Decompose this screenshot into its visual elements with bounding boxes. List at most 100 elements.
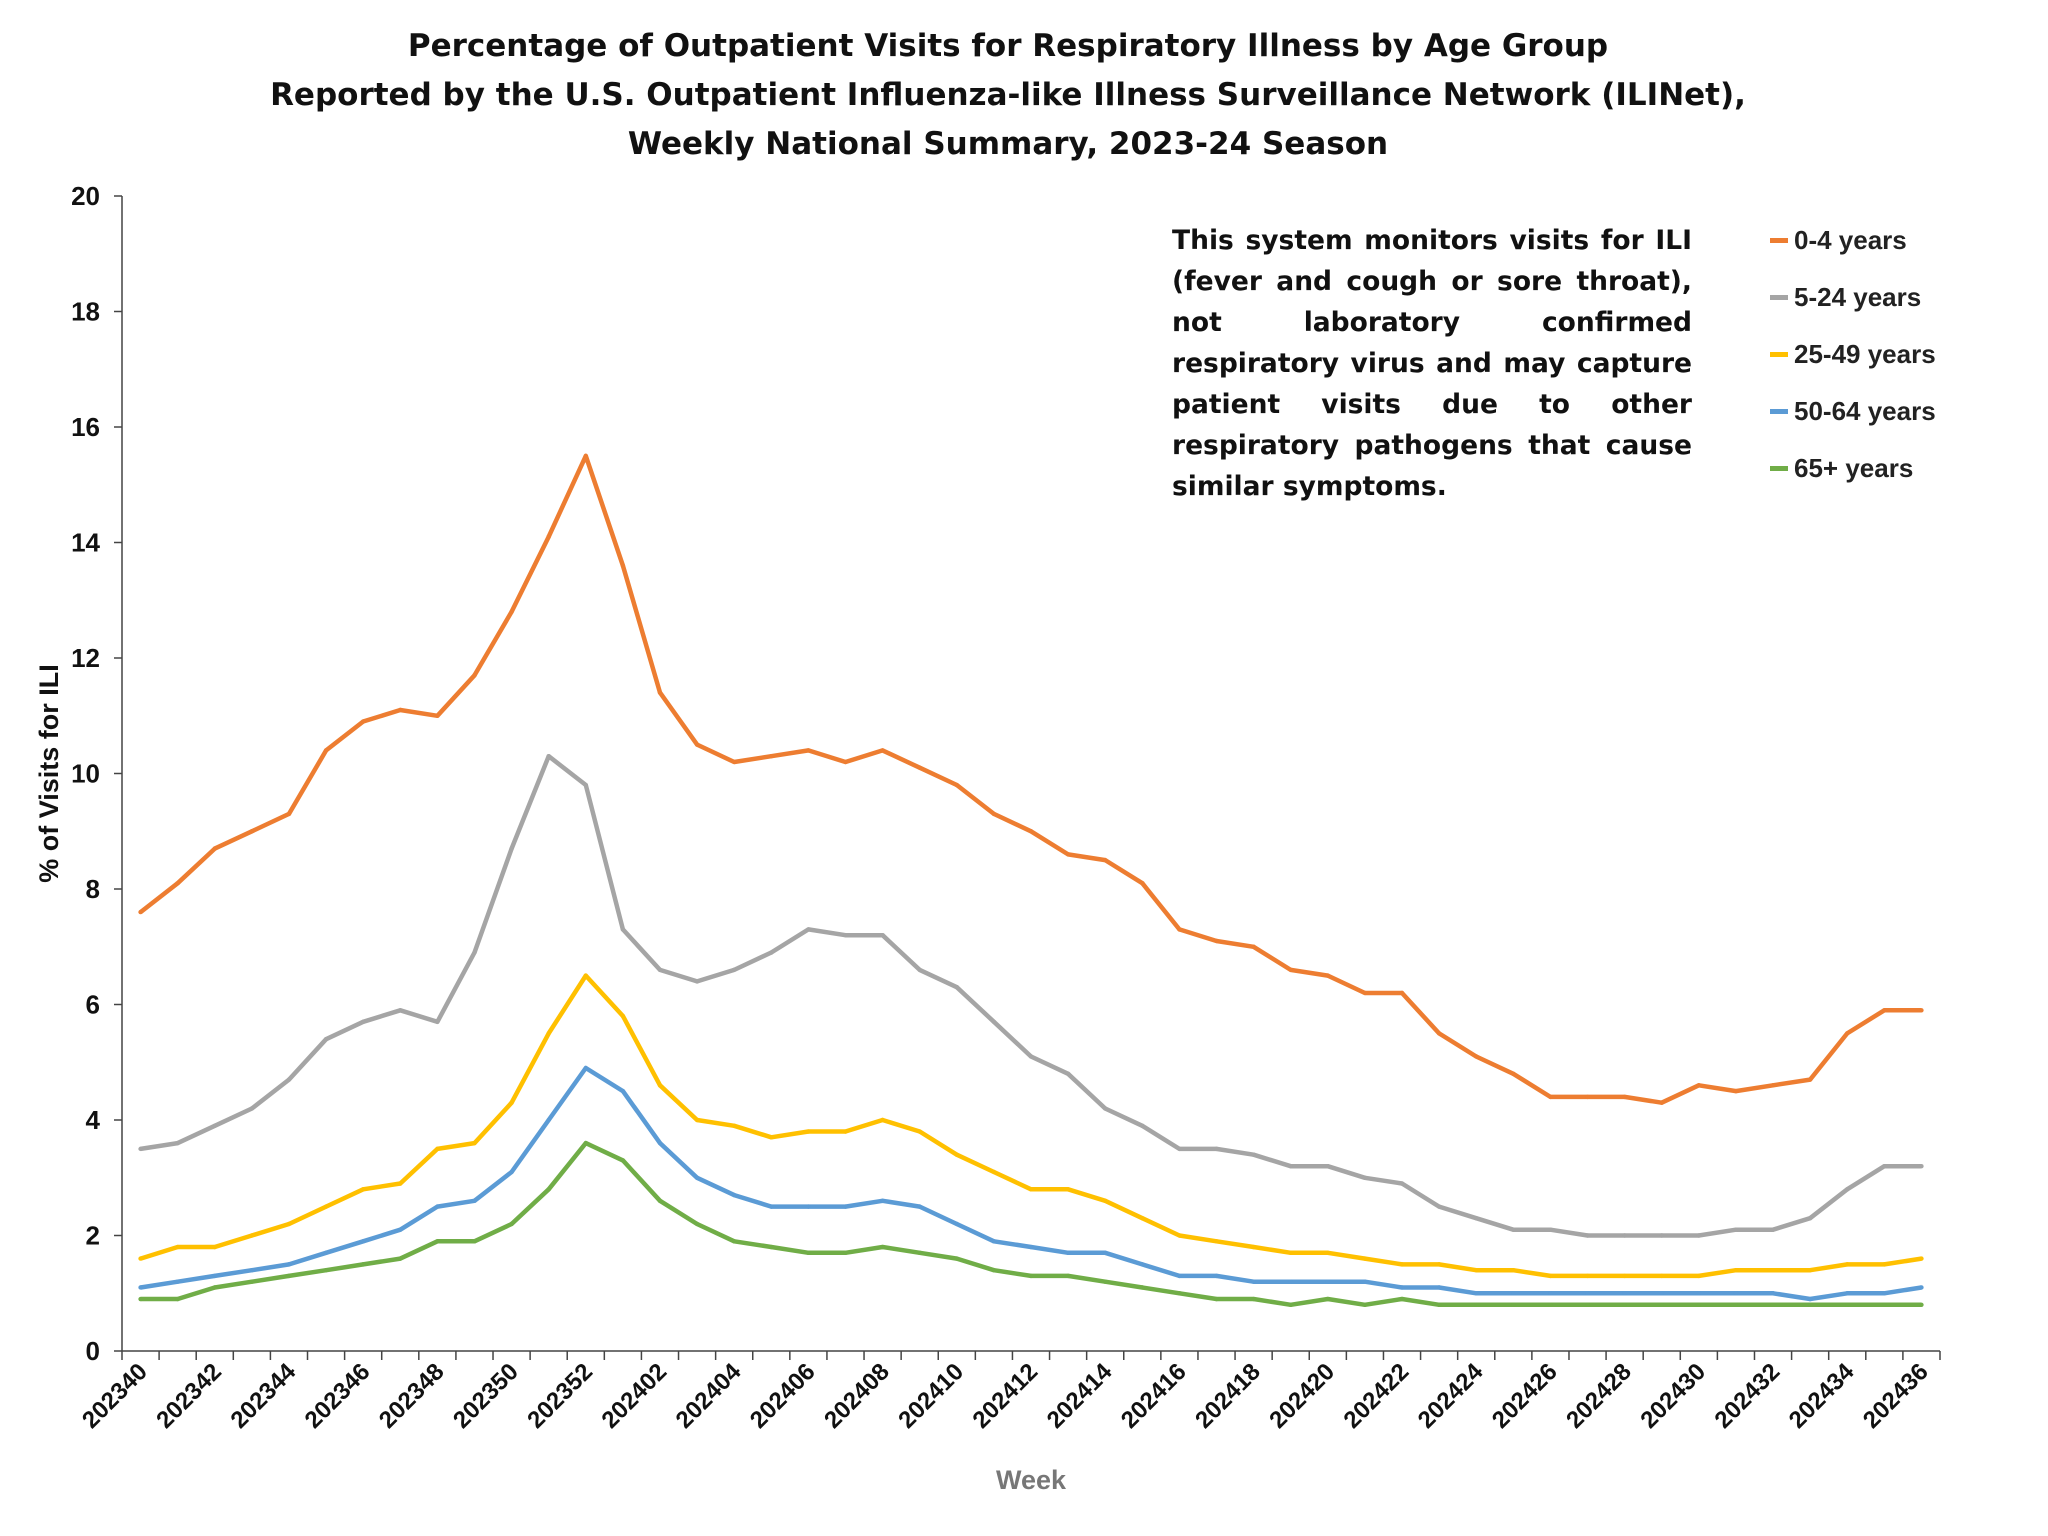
data-point — [1288, 1250, 1293, 1256]
data-point — [509, 1169, 514, 1175]
data-point — [1511, 1227, 1516, 1232]
data-point — [843, 1129, 848, 1134]
legend-swatch — [1770, 409, 1788, 414]
data-point — [1733, 1291, 1739, 1296]
data-point — [620, 927, 626, 932]
data-point — [1696, 1083, 1702, 1088]
data-point — [360, 719, 366, 724]
x-tick-label: 202340 — [77, 1358, 153, 1434]
data-point — [249, 1233, 255, 1238]
data-point — [1845, 1031, 1850, 1036]
data-point — [769, 1244, 774, 1250]
data-point — [435, 1146, 440, 1152]
data-point — [1882, 1164, 1887, 1169]
data-point — [583, 782, 588, 788]
x-tick-label: 202436 — [1858, 1358, 1934, 1434]
data-point — [1288, 1279, 1293, 1284]
data-point — [175, 1279, 180, 1284]
x-tick-label: 202428 — [1561, 1358, 1637, 1434]
data-point — [1770, 1227, 1776, 1232]
x-tick-label: 202422 — [1339, 1358, 1415, 1434]
data-point — [694, 742, 700, 747]
data-point — [1474, 1267, 1479, 1273]
data-point — [843, 1204, 848, 1209]
y-tick-label: 12 — [71, 643, 100, 673]
data-point — [917, 1204, 922, 1209]
data-point — [1919, 1256, 1924, 1261]
data-point — [880, 748, 885, 753]
data-point — [1362, 1302, 1368, 1308]
data-point — [1807, 1215, 1813, 1221]
data-point — [1325, 1250, 1331, 1256]
data-point — [1399, 1181, 1405, 1186]
x-tick-label: 202402 — [596, 1358, 672, 1434]
data-point — [323, 1267, 329, 1273]
data-point — [843, 1250, 848, 1256]
data-point — [620, 1013, 626, 1019]
data-point — [1065, 1273, 1071, 1279]
data-point — [620, 1158, 626, 1163]
data-point — [731, 967, 737, 973]
y-tick-label: 10 — [71, 759, 100, 789]
data-point — [1103, 1106, 1108, 1111]
legend: 0-4 years 5-24 years 25-49 years 50-64 y… — [1770, 212, 1936, 497]
x-tick-label: 202430 — [1635, 1358, 1711, 1434]
data-point — [1325, 1296, 1331, 1302]
data-point — [398, 1181, 403, 1186]
data-point — [286, 1262, 292, 1267]
data-point — [1585, 1273, 1590, 1279]
data-point — [1140, 1285, 1145, 1290]
data-point — [1028, 829, 1034, 834]
y-tick-label: 18 — [71, 297, 100, 327]
data-point — [769, 1135, 774, 1140]
data-point — [1362, 990, 1368, 996]
data-point — [212, 1244, 217, 1250]
data-point — [138, 1146, 143, 1152]
data-point — [1177, 927, 1182, 932]
data-point — [991, 1019, 997, 1025]
data-point — [249, 1267, 255, 1273]
data-point — [954, 984, 959, 990]
data-point — [917, 1250, 922, 1256]
data-point — [472, 673, 477, 678]
data-point — [1511, 1267, 1516, 1273]
data-point — [323, 1036, 329, 1042]
data-point — [620, 1088, 626, 1094]
x-tick-label: 202420 — [1264, 1358, 1340, 1434]
x-tick-label: 202352 — [522, 1358, 598, 1434]
data-point — [472, 1140, 477, 1146]
data-point — [806, 1129, 811, 1134]
data-point — [1733, 1302, 1739, 1308]
data-point — [435, 1239, 440, 1244]
x-tick-label: 202342 — [151, 1358, 227, 1434]
data-point — [583, 1065, 588, 1071]
x-tick-label: 202418 — [1190, 1358, 1266, 1434]
data-point — [1028, 1273, 1034, 1279]
data-point — [1140, 1215, 1145, 1221]
data-point — [880, 1244, 885, 1250]
x-tick-label: 202434 — [1784, 1358, 1860, 1434]
data-point — [583, 1140, 588, 1146]
data-point — [1251, 1296, 1256, 1302]
data-point — [1882, 1262, 1887, 1267]
data-point — [1362, 1175, 1368, 1180]
data-point — [286, 1273, 292, 1279]
data-point — [954, 1221, 959, 1227]
data-point — [212, 846, 217, 851]
data-point — [1548, 1094, 1553, 1100]
data-point — [1436, 1302, 1442, 1308]
data-point — [1882, 1302, 1887, 1308]
data-point — [138, 909, 143, 915]
data-point — [546, 1187, 551, 1192]
data-point — [546, 534, 551, 539]
data-point — [175, 1244, 180, 1250]
series-line-25-49-years — [139, 973, 1922, 1279]
data-point — [1919, 1164, 1924, 1169]
y-tick-label: 2 — [86, 1221, 100, 1251]
data-point — [1845, 1262, 1850, 1267]
data-point — [286, 1077, 292, 1082]
data-point — [398, 1256, 403, 1261]
x-tick-label: 202408 — [819, 1358, 895, 1434]
data-point — [843, 933, 848, 938]
data-point — [398, 1008, 403, 1013]
